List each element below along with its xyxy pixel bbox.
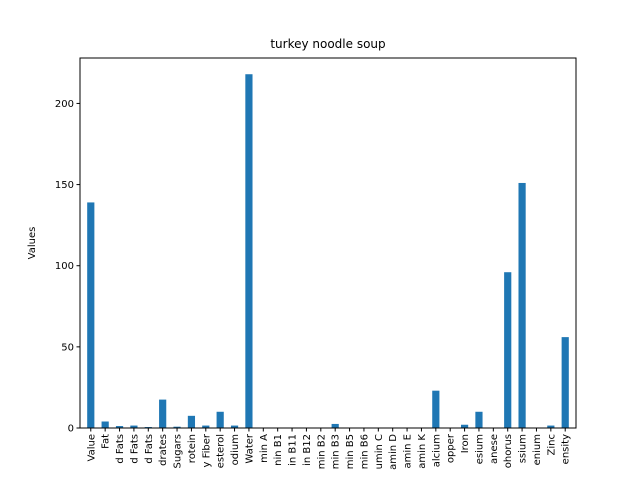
x-tick-label: drates [158, 434, 169, 466]
x-tick-label: nin B1 [273, 434, 284, 466]
y-tick-label: 50 [61, 342, 74, 353]
x-tick-label: Zinc [546, 434, 557, 455]
x-tick-label: anese [489, 434, 500, 464]
y-tick-label: 0 [68, 424, 74, 435]
x-tick-label: in B11 [288, 434, 299, 466]
bar [216, 411, 224, 428]
x-tick-label: ohorus [503, 434, 514, 468]
x-tick-label: min B5 [345, 434, 356, 469]
x-tick-label: in B12 [302, 434, 313, 466]
bars-group [87, 74, 569, 428]
x-tick-label: amin E [403, 434, 414, 468]
bar [245, 74, 253, 428]
x-tick-label: Fat [101, 434, 112, 449]
bar [130, 425, 138, 428]
x-tick-label: ensity [561, 434, 572, 464]
bar [159, 399, 167, 428]
x-tick-label: y Fiber [201, 433, 212, 467]
y-tick-label: 150 [55, 180, 74, 191]
bar [460, 424, 469, 428]
x-tick-label: amin K [417, 434, 428, 469]
x-tick-label: enium [532, 434, 543, 465]
bar [432, 390, 440, 428]
bar [115, 426, 124, 428]
x-tick-label: rotein [187, 434, 198, 463]
y-axis: 0 50 100 150 200 [55, 99, 80, 435]
x-tick-label: ssium [518, 434, 529, 463]
x-tick-label: esium [474, 434, 485, 464]
bar [547, 425, 555, 428]
chart-title: turkey noodle soup [270, 37, 385, 51]
bar [230, 425, 239, 428]
x-tick-label: min B6 [359, 434, 370, 469]
y-axis-label: Values [27, 227, 38, 260]
x-tick-label: odium [230, 434, 241, 465]
bar [101, 421, 109, 428]
x-tick-label: alcium [431, 434, 442, 467]
x-tick-label: d Fats [129, 434, 140, 464]
bar [87, 202, 95, 428]
x-tick-label: Sugars [173, 434, 184, 468]
x-tick-label: Value [86, 434, 97, 461]
x-tick-label: min A [259, 434, 270, 463]
y-tick-label: 200 [55, 99, 74, 110]
bar [173, 426, 181, 428]
x-tick-label: d Fats [115, 434, 126, 464]
x-tick-label: amin D [388, 434, 399, 470]
x-tick-label: esterol [216, 434, 227, 468]
x-axis: Value Fat d Fats d Fats d Fats drates Sugars ro… [86, 428, 572, 470]
x-tick-label: Iron [460, 434, 471, 453]
x-tick-label: umin C [374, 434, 385, 469]
x-tick-label: min B2 [316, 434, 327, 469]
bar [475, 411, 483, 428]
bar [331, 423, 339, 428]
bar [187, 415, 196, 428]
y-tick-label: 100 [55, 261, 74, 272]
x-tick-label: Water [244, 433, 255, 463]
x-tick-label: opper [446, 433, 457, 463]
x-tick-label: min B3 [331, 434, 342, 469]
bar [518, 182, 526, 428]
x-tick-label: d Fats [144, 434, 155, 464]
bar [202, 425, 210, 428]
bar [504, 272, 512, 428]
plot-frame [79, 57, 577, 429]
bar [561, 337, 569, 428]
